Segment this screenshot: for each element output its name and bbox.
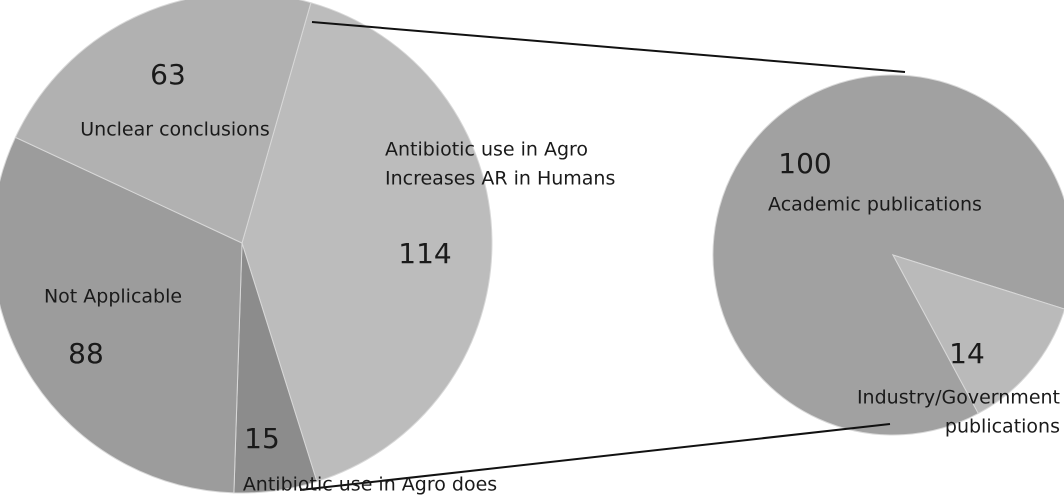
slice-label: Industry/Government	[857, 387, 1060, 409]
slice-label: Antibiotic use in Agro does	[243, 474, 497, 496]
pie-slice	[891, 254, 1064, 415]
pie-slice	[14, 0, 312, 244]
slice-label: Increases AR in Humans	[385, 168, 615, 190]
slice-label: Not Applicable	[44, 286, 182, 308]
slice-label: publications	[945, 416, 1060, 438]
slice-label: Academic publications	[768, 194, 982, 216]
value-label: 63	[150, 58, 186, 91]
slice-label: Antibiotic use in Agro	[385, 139, 588, 161]
slice-label: Unclear conclusions	[80, 119, 269, 141]
value-label: 15	[244, 422, 280, 455]
connector-line	[299, 423, 891, 491]
value-label: 114	[398, 237, 451, 270]
connector-line	[311, 21, 906, 73]
value-label: 100	[778, 147, 831, 180]
value-label: 88	[68, 337, 104, 370]
pie-slice	[0, 136, 243, 494]
pie-slice	[712, 74, 1064, 436]
pie-slice	[241, 2, 493, 483]
value-label: 14	[949, 337, 985, 370]
